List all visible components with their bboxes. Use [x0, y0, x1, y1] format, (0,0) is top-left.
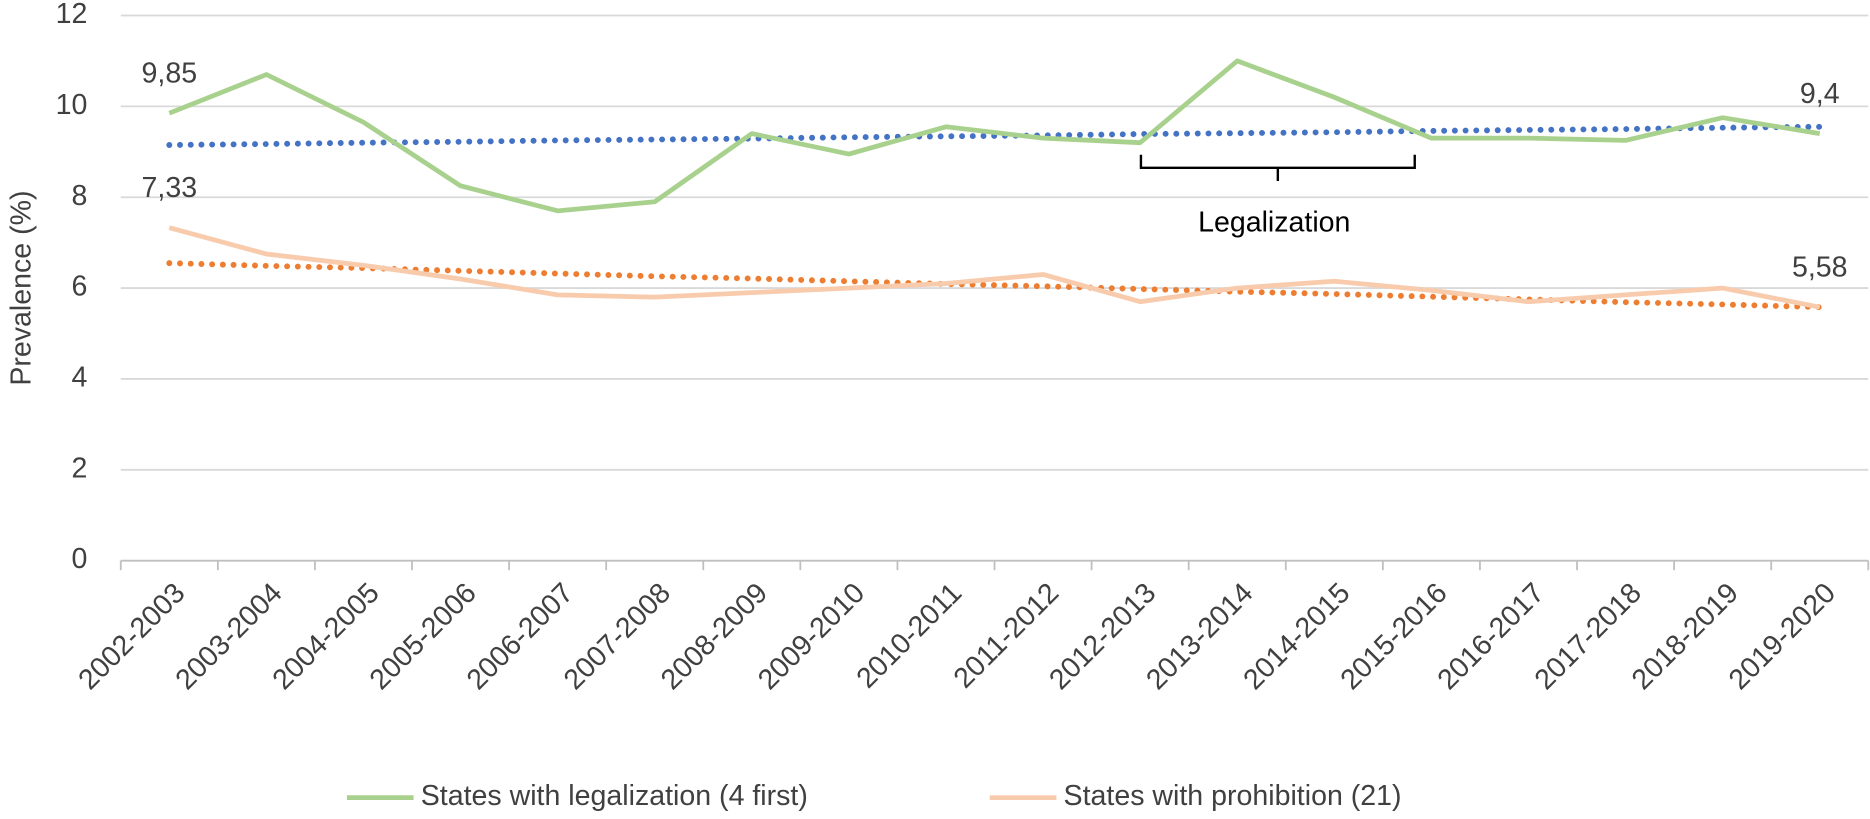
series-line — [168, 58, 1821, 214]
data-label: 5,58 — [1792, 252, 1848, 284]
y-tick-label: 0 — [72, 543, 88, 575]
x-tick-label: 2010-2011 — [851, 577, 969, 695]
y-tick-label: 12 — [56, 0, 88, 30]
annotation-bracket — [1139, 154, 1416, 181]
y-tick-label: 4 — [72, 361, 88, 393]
legend-label: States with legalization (4 first) — [421, 780, 808, 812]
series-line — [168, 225, 1821, 310]
y-tick-label: 8 — [72, 180, 88, 212]
data-label: 9,85 — [142, 58, 198, 90]
data-label: 7,33 — [142, 172, 198, 204]
y-tick-label: 2 — [72, 452, 88, 484]
y-axis-title: Prevalence (%) — [6, 191, 38, 386]
y-tick-label: 10 — [56, 89, 88, 121]
trendline — [166, 260, 1823, 311]
legend-label: States with prohibition (21) — [1064, 780, 1402, 812]
x-tick-label: 2019-2020 — [1723, 577, 1842, 696]
x-tick-label: 2009-2010 — [752, 577, 871, 696]
annotation: Legalization — [1198, 206, 1350, 238]
data-label: 9,4 — [1800, 78, 1840, 110]
y-tick-label: 6 — [72, 271, 88, 303]
trendline — [166, 123, 1823, 148]
